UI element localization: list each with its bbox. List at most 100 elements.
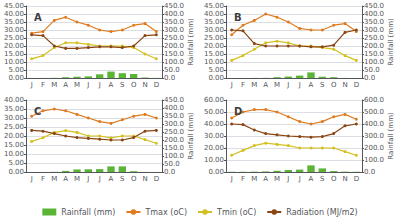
svg-text:0.00: 0.00 [208,74,224,82]
svg-text:10.00: 10.00 [204,58,224,66]
svg-text:250.0: 250.0 [164,34,184,42]
svg-text:F: F [241,81,245,89]
svg-text:N: N [142,175,147,183]
svg-text:A: A [34,12,42,23]
svg-text:J: J [286,81,289,89]
svg-text:J: J [30,175,33,183]
svg-text:25.00: 25.00 [204,34,224,42]
svg-text:C: C [34,106,41,117]
svg-text:100.0: 100.0 [164,58,184,66]
svg-text:Tmax (oC): Tmax (oC) [144,208,187,217]
svg-text:200.0: 200.0 [364,144,384,152]
svg-text:30.00: 30.00 [4,114,24,122]
svg-text:O: O [331,175,337,183]
svg-text:D: D [234,106,242,117]
svg-text:45.00: 45.00 [4,2,24,10]
svg-text:M: M [51,81,57,89]
svg-text:40.00: 40.00 [204,10,224,18]
svg-text:100.0: 100.0 [364,156,384,164]
svg-text:0.00: 0.00 [8,74,24,82]
svg-text:200.0: 200.0 [164,136,184,144]
svg-text:0.00: 0.00 [8,168,24,176]
svg-text:20.00: 20.00 [204,144,224,152]
svg-text:A: A [309,175,314,183]
svg-text:350.0: 350.0 [164,112,184,120]
svg-text:F: F [241,175,245,183]
svg-text:D: D [354,81,359,89]
svg-text:O: O [331,81,337,89]
svg-text:300.0: 300.0 [364,132,384,140]
svg-text:40.00: 40.00 [204,120,224,128]
svg-text:100.0: 100.0 [364,58,384,66]
svg-text:A: A [109,175,114,183]
svg-text:0.0: 0.0 [364,74,375,82]
svg-text:15.00: 15.00 [4,50,24,58]
svg-text:400.0: 400.0 [364,10,384,18]
svg-text:Rainfall (mm): Rainfall (mm) [387,18,395,66]
svg-text:A: A [309,81,314,89]
svg-text:600.0: 600.0 [364,96,384,104]
svg-text:M: M [74,81,80,89]
svg-text:450.0: 450.0 [364,2,384,10]
svg-text:0.0: 0.0 [164,168,175,176]
svg-text:Rainfall (mm): Rainfall (mm) [61,208,115,217]
svg-text:150.0: 150.0 [164,50,184,58]
svg-text:25.00: 25.00 [4,34,24,42]
svg-text:400.0: 400.0 [164,104,184,112]
svg-text:30.00: 30.00 [204,26,224,34]
svg-text:20.00: 20.00 [4,42,24,50]
svg-text:Rainfall (mm): Rainfall (mm) [187,18,195,66]
svg-text:A: A [63,81,68,89]
svg-text:50.00: 50.00 [204,108,224,116]
svg-text:S: S [320,81,325,89]
svg-text:D: D [354,175,359,183]
svg-text:M: M [51,175,57,183]
svg-text:D: D [154,175,159,183]
svg-text:350.0: 350.0 [164,18,184,26]
svg-text:M: M [274,175,280,183]
svg-text:300.0: 300.0 [164,120,184,128]
svg-text:A: A [109,81,114,89]
svg-text:N: N [342,81,347,89]
svg-text:M: M [74,175,80,183]
svg-text:5.00: 5.00 [208,66,224,74]
svg-text:J: J [86,175,89,183]
svg-text:A: A [63,175,68,183]
svg-text:200.0: 200.0 [364,42,384,50]
svg-text:25.00: 25.00 [4,123,24,131]
svg-text:J: J [86,81,89,89]
svg-text:J: J [98,81,101,89]
svg-text:D: D [154,81,159,89]
svg-text:10.00: 10.00 [204,156,224,164]
svg-text:J: J [286,175,289,183]
svg-text:450.0: 450.0 [164,96,184,104]
svg-text:100.0: 100.0 [164,152,184,160]
svg-text:40.00: 40.00 [4,10,24,18]
svg-text:M: M [274,81,280,89]
svg-text:J: J [298,81,301,89]
svg-text:35.00: 35.00 [204,18,224,26]
svg-text:20.00: 20.00 [204,42,224,50]
svg-text:F: F [41,175,45,183]
svg-text:A: A [263,81,268,89]
svg-text:45.00: 45.00 [204,2,224,10]
svg-text:40.00: 40.00 [4,96,24,104]
svg-text:150.0: 150.0 [364,50,384,58]
svg-text:S: S [120,81,125,89]
svg-text:450.0: 450.0 [164,2,184,10]
svg-text:50.0: 50.0 [164,66,180,74]
svg-text:N: N [342,175,347,183]
svg-text:J: J [98,175,101,183]
svg-text:200.0: 200.0 [164,42,184,50]
svg-text:15.00: 15.00 [4,141,24,149]
svg-text:J: J [230,175,233,183]
svg-text:10.00: 10.00 [4,150,24,158]
svg-text:350.0: 350.0 [364,18,384,26]
svg-text:500.0: 500.0 [364,108,384,116]
svg-text:S: S [320,175,325,183]
svg-text:5.00: 5.00 [8,159,24,167]
svg-text:B: B [234,12,242,23]
svg-text:Rainfall (mm): Rainfall (mm) [187,112,195,160]
svg-text:F: F [41,81,45,89]
svg-text:300.0: 300.0 [364,26,384,34]
